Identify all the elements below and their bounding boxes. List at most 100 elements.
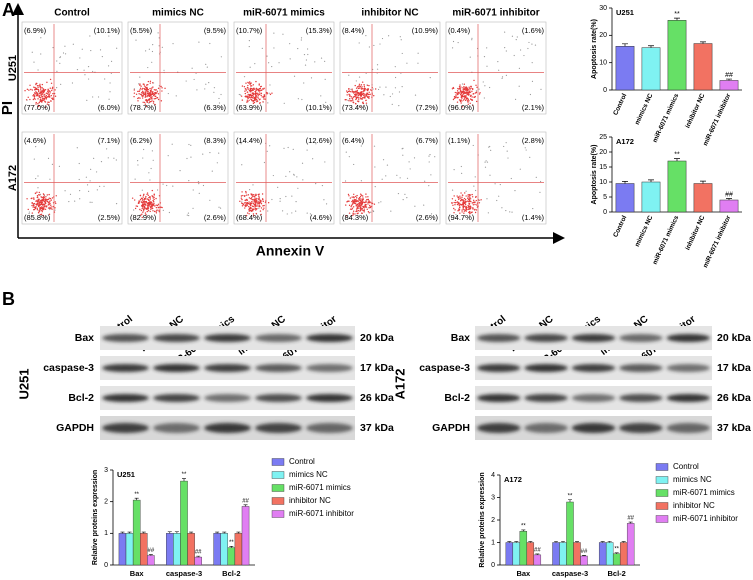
dot — [256, 96, 258, 98]
dot — [255, 197, 257, 200]
dot — [474, 96, 476, 98]
x-tick-label: Bcl-2 — [222, 569, 240, 578]
quadrant-label: (10.9%) — [412, 26, 439, 35]
flow-plot — [339, 21, 441, 115]
dot — [50, 94, 52, 97]
dot — [388, 35, 390, 37]
y-tick-label: 3 — [104, 467, 108, 474]
dot — [360, 95, 362, 97]
dot — [402, 199, 404, 201]
dot — [473, 79, 475, 82]
dot — [414, 94, 417, 96]
dot — [37, 69, 39, 71]
dot — [155, 89, 157, 91]
dots — [451, 31, 542, 108]
dot — [251, 96, 254, 99]
legend-swatch — [655, 502, 669, 510]
dot — [469, 213, 471, 215]
panel-label: B — [2, 289, 15, 309]
dot — [263, 204, 265, 207]
dot — [50, 100, 52, 102]
dot — [138, 200, 140, 202]
dot — [473, 201, 476, 204]
dot — [460, 165, 462, 168]
band — [524, 364, 568, 372]
y-tick-label: 30 — [599, 5, 607, 12]
dot — [366, 84, 369, 87]
dot — [139, 76, 141, 78]
dot — [149, 93, 151, 95]
dot — [362, 195, 364, 197]
dot — [367, 196, 369, 198]
dot — [155, 197, 157, 200]
error-bar — [568, 499, 572, 502]
dot — [344, 180, 347, 182]
dot — [348, 74, 350, 76]
chart-title: A172 — [616, 137, 634, 146]
dot — [150, 167, 152, 170]
dot — [364, 94, 366, 97]
dot — [458, 99, 461, 101]
band — [102, 334, 149, 342]
dot — [358, 76, 361, 78]
dot — [32, 203, 35, 205]
dot — [494, 183, 496, 185]
dot — [198, 192, 200, 194]
y-tick-label: 3 — [491, 494, 495, 501]
dot — [192, 207, 194, 209]
dot — [366, 93, 369, 95]
dot — [462, 200, 464, 202]
dot — [355, 205, 357, 207]
dot — [367, 89, 369, 91]
dot — [366, 208, 368, 210]
dot — [186, 157, 188, 160]
dot — [253, 87, 255, 89]
dot — [51, 163, 54, 165]
dot — [46, 198, 49, 201]
x-tick-label: caspase-3 — [552, 569, 588, 578]
dot — [259, 91, 261, 93]
dot — [467, 103, 469, 105]
band — [666, 364, 711, 372]
error-bar — [726, 78, 732, 81]
dot — [36, 207, 38, 210]
size-label: 17 kDa — [360, 362, 394, 374]
dot — [504, 46, 506, 49]
dot — [246, 199, 249, 201]
dot — [293, 173, 295, 175]
dot — [250, 205, 252, 207]
dot — [245, 194, 248, 196]
dot — [249, 91, 252, 93]
dot — [465, 87, 468, 89]
error-bar — [167, 531, 172, 534]
dot — [48, 197, 50, 199]
dot — [262, 101, 264, 103]
dot — [285, 175, 287, 177]
dot — [47, 92, 50, 94]
dot — [133, 88, 135, 90]
dot — [531, 62, 533, 64]
dot — [454, 209, 456, 211]
dot — [51, 206, 53, 208]
dot — [361, 202, 364, 204]
dot — [163, 69, 165, 71]
dot — [107, 65, 110, 67]
annotation: ## — [725, 72, 733, 79]
dot — [459, 212, 461, 214]
error-bar — [561, 541, 565, 543]
dot — [31, 89, 33, 91]
dot — [359, 203, 361, 205]
dot — [257, 95, 259, 97]
band — [666, 394, 711, 402]
quadrant-label: (10.7%) — [236, 26, 263, 35]
dot — [241, 201, 243, 203]
dot — [140, 94, 143, 96]
dot — [244, 90, 246, 92]
dot — [145, 105, 148, 108]
dot — [252, 100, 254, 103]
error-bar — [674, 17, 680, 21]
dot — [462, 194, 464, 196]
dot — [155, 210, 158, 212]
dot — [135, 205, 137, 207]
dot — [381, 178, 383, 180]
